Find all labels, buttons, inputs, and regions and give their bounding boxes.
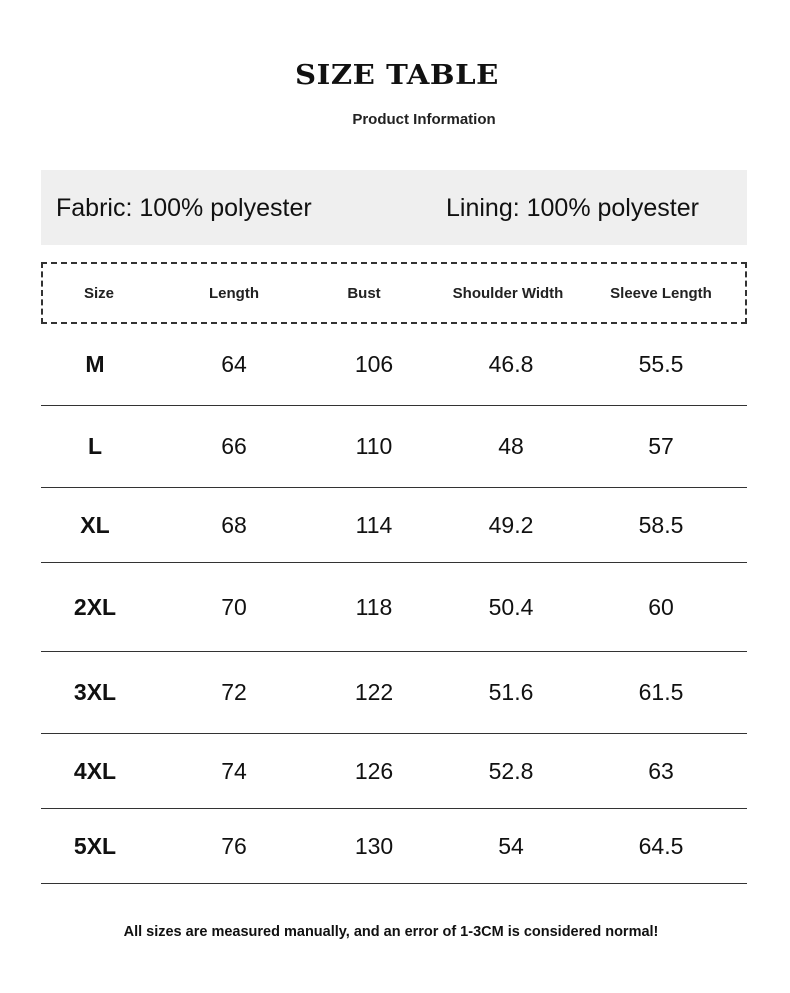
measurement-cell: 61.5	[638, 679, 684, 705]
measurement-cell: 58.5	[638, 511, 684, 538]
measurement-cell: 51.6	[488, 679, 534, 705]
measurement-cell: 64	[221, 350, 247, 377]
measurement-cell: 64.5	[638, 832, 684, 859]
page-title: SIZE TABLE	[295, 60, 499, 91]
measurement-cell: 122	[354, 679, 394, 705]
table-row: M 64 106 46.8 55.5	[41, 323, 747, 406]
lining-label: Lining: 100% polyester	[446, 194, 699, 222]
fabric-label: Fabric: 100% polyester	[56, 194, 312, 222]
footer-note: All sizes are measured manually, and an …	[123, 924, 659, 940]
measurement-cell: 130	[354, 832, 394, 859]
table-row: 4XL 74 126 52.8 63	[41, 734, 747, 809]
size-cell: 3XL	[73, 679, 117, 705]
table-row: XL 68 114 49.2 58.5	[41, 488, 747, 563]
size-cell: XL	[80, 511, 110, 538]
column-header: Shoulder Width	[452, 285, 564, 302]
measurement-cell: 46.8	[488, 350, 534, 377]
measurement-cell: 55.5	[638, 350, 684, 377]
subtitle: Product Information	[352, 111, 496, 128]
column-header: Length	[209, 285, 259, 302]
size-cell: 5XL	[73, 832, 117, 859]
measurement-cell: 66	[221, 433, 247, 459]
size-cell: 4XL	[73, 757, 117, 784]
measurement-cell: 52.8	[488, 757, 534, 784]
measurement-cell: 106	[354, 350, 394, 377]
measurement-cell: 118	[355, 593, 393, 620]
size-cell: 2XL	[73, 593, 117, 620]
measurement-cell: 54	[498, 832, 524, 859]
material-bar: Fabric: 100% polyester Lining: 100% poly…	[41, 170, 747, 245]
size-cell: M	[85, 350, 105, 377]
column-header: Bust	[347, 285, 381, 302]
measurement-cell: 48	[498, 433, 524, 459]
measurement-cell: 126	[354, 757, 394, 784]
measurement-cell: 63	[648, 757, 674, 784]
table-row: 3XL 72 122 51.6 61.5	[41, 652, 747, 734]
column-header: Sleeve Length	[610, 285, 712, 302]
measurement-cell: 70	[221, 593, 247, 620]
measurement-cell: 68	[221, 511, 247, 538]
measurement-cell: 57	[648, 433, 674, 459]
measurement-cell: 76	[221, 832, 247, 859]
measurement-cell: 60	[648, 593, 674, 620]
table-row: 2XL 70 118 50.4 60	[41, 563, 747, 652]
measurement-cell: 110	[355, 433, 393, 459]
table-header: Size Length Bust Shoulder Width Sleeve L…	[41, 262, 747, 324]
measurement-cell: 74	[221, 757, 247, 784]
table-row: L 66 110 48 57	[41, 406, 747, 488]
column-header: Size	[83, 285, 114, 302]
measurement-cell: 50.4	[488, 593, 534, 620]
measurement-cell: 72	[221, 679, 247, 705]
table-row: 5XL 76 130 54 64.5	[41, 809, 747, 884]
measurement-cell: 114	[355, 511, 393, 538]
size-cell: L	[87, 433, 103, 459]
measurement-cell: 49.2	[488, 511, 534, 538]
